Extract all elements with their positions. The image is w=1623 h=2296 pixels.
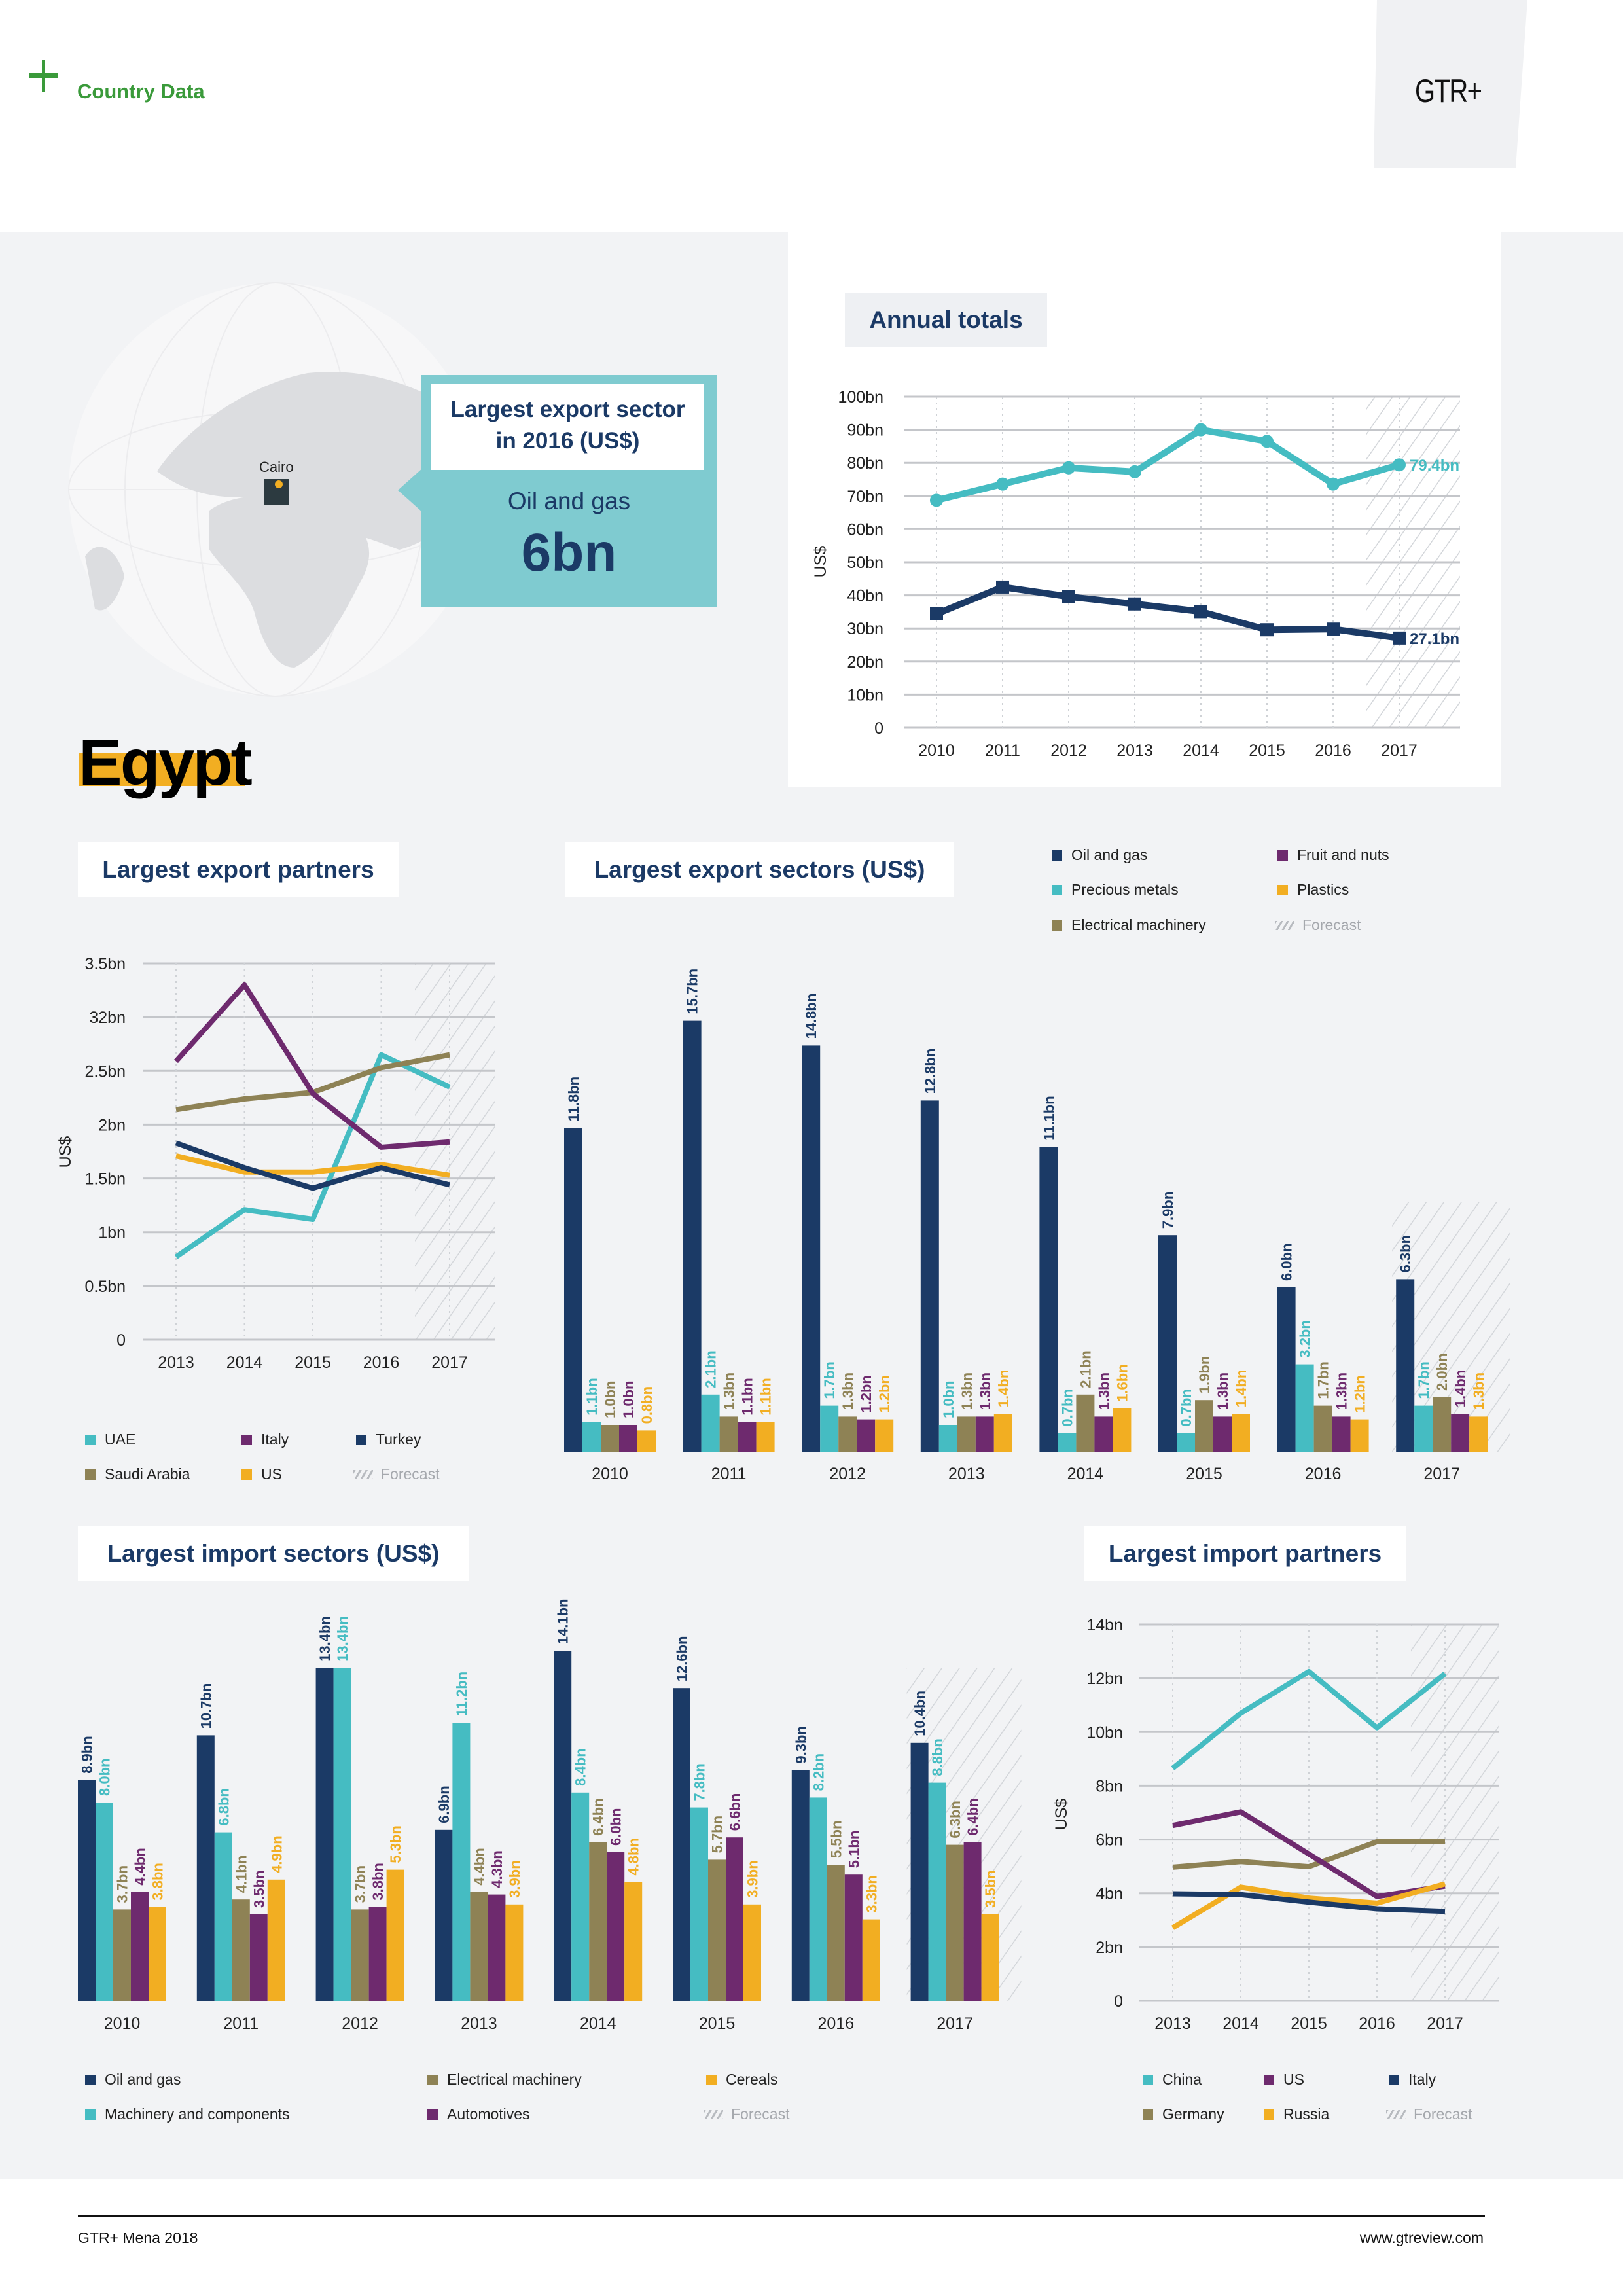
legend-item: Plastics <box>1277 881 1349 899</box>
legend-item: Saudi Arabia <box>85 1465 190 1483</box>
legend-label: Oil and gas <box>105 2071 181 2088</box>
legend-item: Oil and gas <box>85 2071 181 2089</box>
highlight-value: 6bn <box>521 523 617 583</box>
annual-totals-title: Annual totals <box>845 293 1047 347</box>
legend-swatch <box>1143 2109 1153 2120</box>
legend-item: Italy <box>241 1431 289 1448</box>
legend-swatch <box>241 1434 252 1445</box>
legend-swatch <box>1143 2074 1153 2085</box>
footer-website[interactable]: www.gtreview.com <box>1359 2229 1484 2246</box>
highlight-title-box: Largest export sector in 2016 (US$) <box>431 384 704 470</box>
legend-swatch <box>427 2074 438 2085</box>
legend-label: US <box>261 1465 282 1482</box>
section-label: Country Data <box>77 80 205 103</box>
legend-swatch <box>706 2074 717 2085</box>
legend-label: Turkey <box>376 1431 421 1448</box>
legend-swatch <box>1052 850 1062 861</box>
legend-item: Russia <box>1264 2106 1329 2123</box>
footer-divider <box>78 2215 1485 2217</box>
legend-label: Italy <box>261 1431 289 1448</box>
city-label: Cairo <box>259 459 294 475</box>
hatch-icon <box>1386 2109 1406 2119</box>
callout-pointer <box>398 468 423 512</box>
legend-label: Forecast <box>731 2106 790 2123</box>
legend-item-forecast: Forecast <box>353 1465 439 1483</box>
header-plus-icon <box>29 60 58 92</box>
legend-label: China <box>1162 2071 1202 2088</box>
legend-item-forecast: Forecast <box>704 2106 789 2123</box>
logo-panel <box>1374 0 1527 168</box>
export-sectors-title: Largest export sectors (US$) <box>565 842 954 897</box>
cairo-marker-icon <box>275 480 283 488</box>
hatch-icon <box>353 1469 373 1479</box>
legend-label: Electrical machinery <box>447 2071 582 2088</box>
legend-swatch <box>356 1434 366 1445</box>
legend-swatch <box>1389 2074 1399 2085</box>
legend-label: UAE <box>105 1431 136 1448</box>
legend-swatch <box>427 2109 438 2120</box>
legend-label: Italy <box>1408 2071 1436 2088</box>
legend-item: Automotives <box>427 2106 530 2123</box>
legend-item: Oil and gas <box>1052 846 1147 864</box>
legend-label: US <box>1283 2071 1304 2088</box>
legend-swatch <box>85 2074 96 2085</box>
logo: GTR+ <box>1415 73 1482 109</box>
legend-swatch <box>85 2109 96 2120</box>
legend-label: Germany <box>1162 2106 1224 2123</box>
import-sectors-title: Largest import sectors (US$) <box>78 1526 469 1581</box>
highlight-callout: Largest export sector in 2016 (US$) Oil … <box>421 375 717 607</box>
import-partners-title: Largest import partners <box>1084 1526 1406 1581</box>
legend-item: China <box>1143 2071 1202 2089</box>
legend-label: Saudi Arabia <box>105 1465 190 1482</box>
legend-item: US <box>1264 2071 1304 2089</box>
legend-item: Electrical machinery <box>1052 916 1206 934</box>
legend-label: Forecast <box>1302 916 1361 933</box>
legend-swatch <box>1264 2074 1274 2085</box>
legend-swatch <box>85 1434 96 1445</box>
export-partners-title: Largest export partners <box>78 842 399 897</box>
legend-swatch <box>241 1469 252 1480</box>
legend-item: UAE <box>85 1431 135 1448</box>
legend-swatch <box>1052 920 1062 931</box>
legend-item: Fruit and nuts <box>1277 846 1389 864</box>
legend-label: Forecast <box>1414 2106 1472 2123</box>
legend-label: Electrical machinery <box>1071 916 1206 933</box>
highlight-sector: Oil and gas <box>507 488 631 514</box>
legend-item: Cereals <box>706 2071 777 2089</box>
legend-item-forecast: Forecast <box>1275 916 1361 934</box>
legend-label: Precious metals <box>1071 881 1179 898</box>
hatch-icon <box>704 2109 723 2119</box>
legend-label: Automotives <box>447 2106 530 2123</box>
country-title-highlight <box>79 753 245 786</box>
legend-item: Precious metals <box>1052 881 1179 899</box>
country-title: Egypt <box>79 726 253 799</box>
hatch-icon <box>1275 920 1294 930</box>
legend-swatch <box>1277 850 1288 861</box>
legend-swatch <box>85 1469 96 1480</box>
legend-item-forecast: Forecast <box>1386 2106 1472 2123</box>
legend-item: Machinery and components <box>85 2106 290 2123</box>
legend-item: Italy <box>1389 2071 1436 2089</box>
legend-label: Cereals <box>726 2071 778 2088</box>
legend-swatch <box>1052 884 1062 895</box>
legend-item: Turkey <box>356 1431 421 1448</box>
legend-label: Forecast <box>381 1465 440 1482</box>
legend-label: Machinery and components <box>105 2106 290 2123</box>
highlight-title-line1: Largest export sector <box>450 397 685 422</box>
highlight-title-line2: in 2016 (US$) <box>495 428 640 454</box>
legend-swatch <box>1277 884 1288 895</box>
legend-item: Germany <box>1143 2106 1224 2123</box>
legend-label: Plastics <box>1297 881 1349 898</box>
footer-publication: GTR+ Mena 2018 <box>78 2229 198 2246</box>
legend-item: Electrical machinery <box>427 2071 582 2089</box>
legend-label: Russia <box>1283 2106 1330 2123</box>
legend-label: Fruit and nuts <box>1297 846 1389 863</box>
legend-item: US <box>241 1465 282 1483</box>
legend-swatch <box>1264 2109 1274 2120</box>
legend-label: Oil and gas <box>1071 846 1148 863</box>
